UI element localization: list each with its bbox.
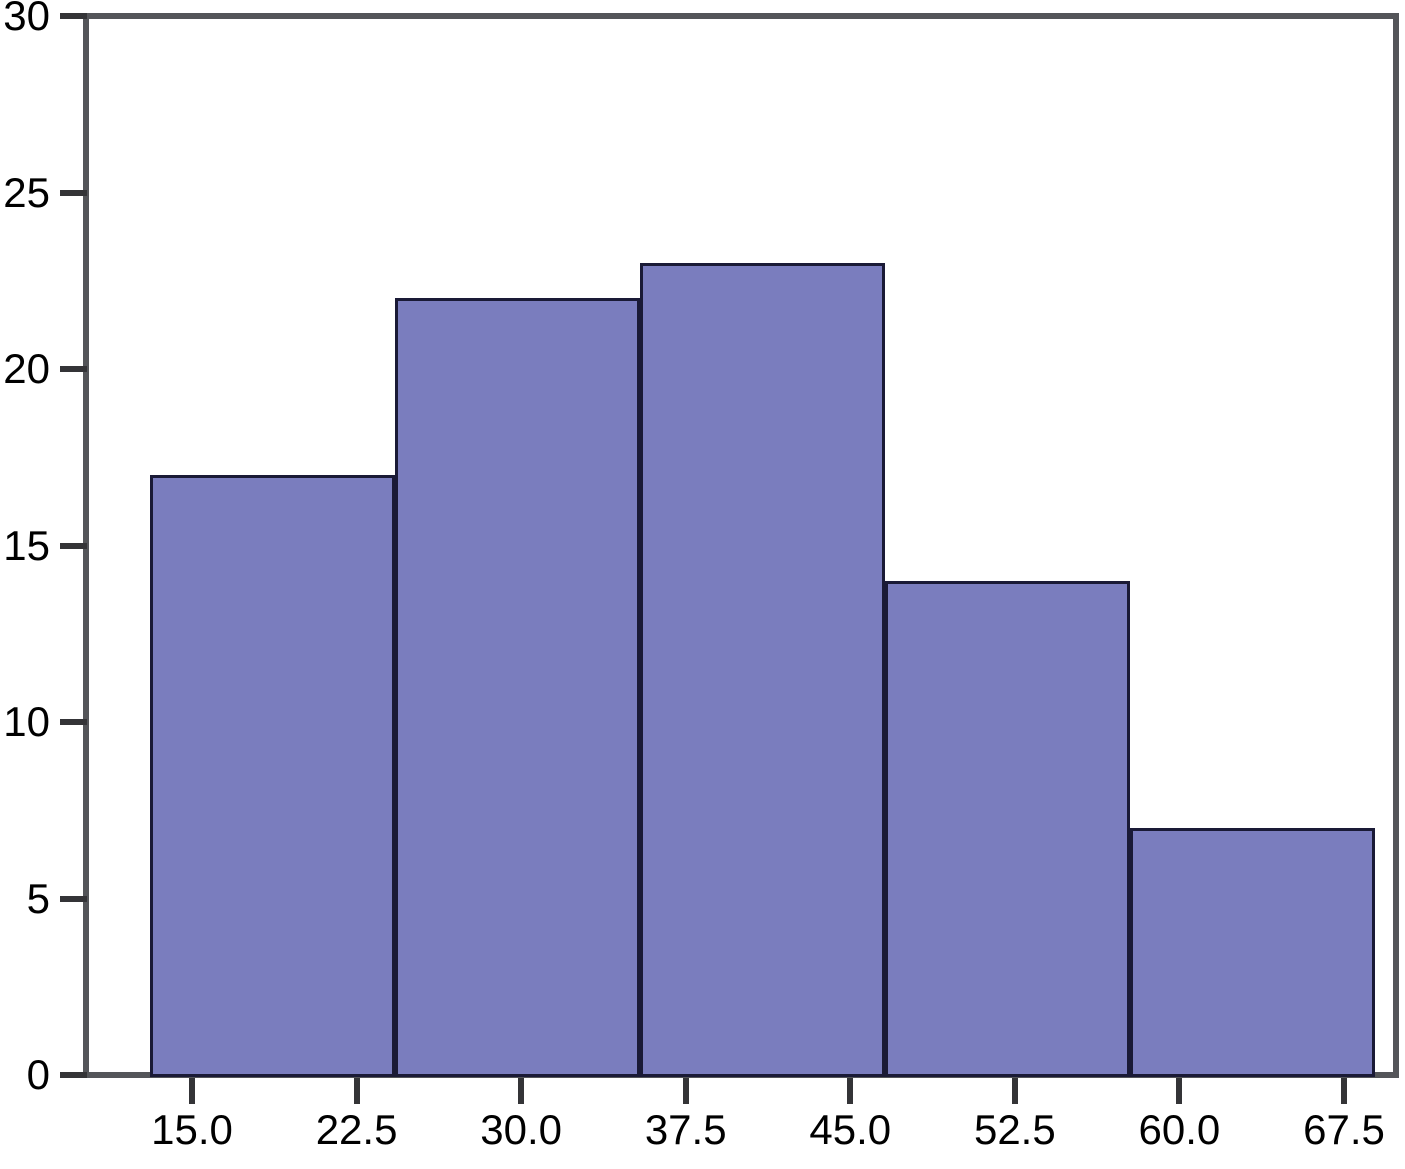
y-axis-tick-label: 15 [3, 521, 50, 569]
y-axis-tick [60, 542, 87, 549]
x-axis-tick [1340, 1078, 1347, 1104]
y-axis-tick-label: 25 [3, 168, 50, 216]
x-axis-tick-label: 52.5 [973, 1106, 1056, 1153]
x-axis-tick-label: 67.5 [1303, 1106, 1385, 1153]
x-axis-tick-label: 45.0 [809, 1106, 892, 1153]
x-axis-tick [1176, 1078, 1183, 1104]
y-axis-tick-label: 5 [26, 874, 50, 922]
y-axis-tick [60, 366, 87, 372]
y-axis-tick-label: 20 [3, 345, 50, 392]
histogram-bar [1130, 827, 1375, 1077]
y-axis-tick [60, 1072, 87, 1078]
histogram-bar [395, 298, 640, 1077]
y-axis-tick [60, 189, 87, 196]
x-axis-tick-label: 37.5 [644, 1106, 727, 1153]
x-axis-tick [353, 1078, 360, 1104]
x-axis-tick [518, 1078, 525, 1104]
x-axis-tick [682, 1078, 689, 1104]
histogram-bar [885, 580, 1130, 1077]
y-axis-tick-label: 10 [3, 698, 50, 745]
y-axis-tick-label: 30 [3, 0, 50, 39]
y-axis-tick-label: 0 [26, 1051, 50, 1098]
x-axis-tick [847, 1078, 854, 1104]
y-axis-tick [60, 719, 87, 725]
x-axis-tick [1011, 1078, 1018, 1104]
x-axis-tick-label: 22.5 [315, 1106, 398, 1153]
x-axis-tick [189, 1078, 195, 1104]
histogram-bar [150, 474, 395, 1077]
histogram-bar [640, 263, 885, 1077]
x-axis-tick-label: 30.0 [480, 1106, 562, 1153]
x-axis-tick-label: 60.0 [1138, 1106, 1221, 1153]
y-axis-tick [60, 895, 87, 902]
y-axis-tick [60, 13, 87, 19]
x-axis-tick-label: 15.0 [151, 1106, 233, 1153]
